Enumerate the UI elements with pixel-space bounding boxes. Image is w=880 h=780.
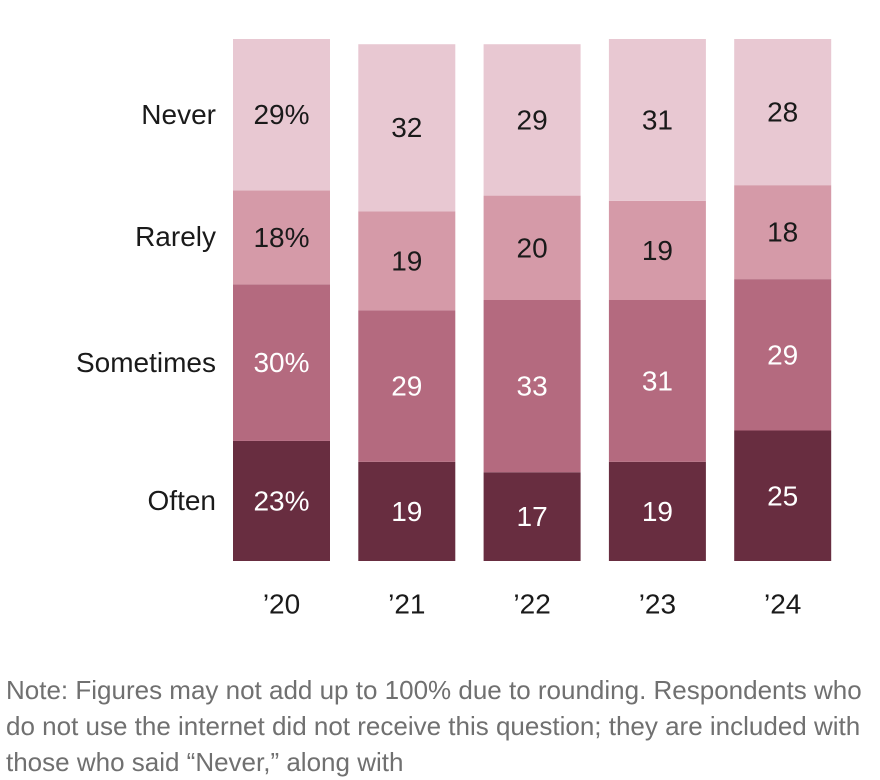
data-label-rarely-1: 19 [391, 245, 422, 276]
bar-segment-rarely-2 [483, 195, 581, 300]
bar-segment-rarely-4 [734, 185, 832, 280]
data-label-sometimes-3: 31 [642, 365, 673, 396]
bar-segment-sometimes-1 [358, 310, 456, 462]
data-label-often-2: 17 [517, 501, 548, 532]
data-label-sometimes-0: 30% [253, 347, 309, 378]
bar-segment-never-3 [608, 39, 706, 201]
bar-segment-rarely-3 [608, 200, 706, 300]
data-label-never-4: 28 [767, 97, 798, 128]
bar-segment-never-4 [734, 39, 832, 186]
data-label-rarely-0: 18% [253, 222, 309, 253]
data-label-often-3: 19 [642, 496, 673, 527]
bar-segment-often-0 [233, 440, 330, 561]
bar-segment-sometimes-3 [608, 300, 706, 462]
bar-segment-never-2 [483, 44, 581, 196]
x-tick-label-1: ’21 [388, 589, 425, 620]
data-label-often-0: 23% [253, 485, 309, 516]
data-label-sometimes-4: 29 [767, 339, 798, 370]
legend-label-often: Often [147, 484, 216, 516]
x-tick-label-3: ’23 [639, 589, 676, 620]
bar-segment-often-4 [734, 430, 832, 561]
x-tick-label-0: ’20 [263, 589, 300, 620]
bar-segment-often-2 [483, 472, 581, 561]
bar-segment-never-0 [233, 39, 330, 191]
bar-segment-sometimes-2 [483, 300, 581, 473]
data-label-rarely-3: 19 [642, 235, 673, 266]
x-tick-label-4: ’24 [764, 589, 801, 620]
stacked-bar-chart: 23% 30% 18% 29% ’20 19 29 19 32 ’21 17 33 20 29 ’22 19 3… [233, 39, 832, 620]
bar-segment-rarely-0 [233, 190, 330, 285]
data-label-often-1: 19 [391, 496, 422, 527]
data-label-never-3: 31 [642, 104, 673, 135]
bar-segment-never-1 [358, 44, 456, 212]
bar-segment-sometimes-0 [233, 284, 330, 441]
legend-label-rarely: Rarely [135, 221, 216, 253]
legend-label-sometimes: Sometimes [75, 346, 216, 378]
data-label-often-4: 25 [767, 480, 798, 511]
bar-segment-rarely-1 [358, 211, 456, 311]
legend-label-never: Never [141, 98, 216, 130]
data-label-sometimes-2: 33 [517, 371, 548, 402]
x-tick-label-2: ’22 [513, 589, 550, 620]
data-label-never-0: 29% [253, 99, 309, 130]
data-label-never-1: 32 [391, 112, 422, 143]
data-label-sometimes-1: 29 [391, 371, 422, 402]
data-label-rarely-2: 20 [517, 232, 548, 263]
data-label-rarely-4: 18 [767, 217, 798, 248]
chart-note: Note: Figures may not add up to 100% due… [6, 675, 862, 777]
bar-segment-sometimes-4 [734, 279, 832, 431]
bar-segment-often-1 [358, 461, 456, 561]
bar-segment-often-3 [608, 461, 706, 561]
data-label-never-2: 29 [517, 104, 548, 135]
